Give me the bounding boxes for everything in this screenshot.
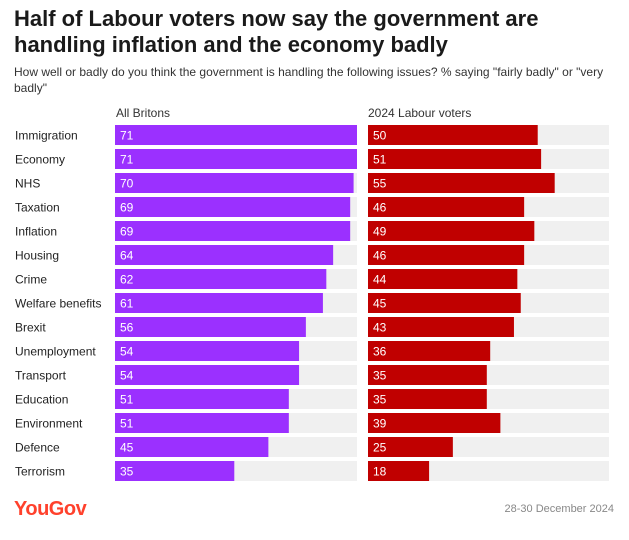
bar-labour-voters (368, 461, 430, 481)
data-label-all-britons: 71 (120, 153, 134, 167)
yougov-logo: YouGov (14, 498, 87, 520)
bar-labour-voters (368, 221, 535, 241)
category-label: Crime (15, 273, 47, 287)
data-label-labour-voters: 35 (373, 393, 387, 407)
bar-labour-voters (368, 245, 525, 265)
category-label: Education (15, 393, 68, 407)
bar-labour-voters (368, 389, 487, 409)
data-label-labour-voters: 39 (373, 417, 387, 431)
bar-all-britons (115, 293, 323, 313)
bar-all-britons (115, 413, 289, 433)
data-label-all-britons: 62 (120, 273, 134, 287)
data-label-labour-voters: 25 (373, 441, 387, 455)
data-label-labour-voters: 51 (373, 153, 387, 167)
bar-all-britons (115, 125, 357, 145)
bar-labour-voters (368, 413, 501, 433)
data-label-all-britons: 51 (120, 417, 134, 431)
bar-all-britons (115, 197, 351, 217)
bar-all-britons (115, 245, 334, 265)
bar-labour-voters (368, 365, 487, 385)
category-label: Terrorism (15, 465, 65, 479)
category-label: Taxation (15, 201, 60, 215)
bar-all-britons (115, 365, 300, 385)
category-label: Housing (15, 249, 59, 263)
bar-all-britons (115, 149, 357, 169)
bar-labour-voters (368, 125, 538, 145)
data-label-all-britons: 54 (120, 345, 134, 359)
bar-all-britons (115, 317, 306, 337)
category-label: Unemployment (15, 345, 96, 359)
data-label-all-britons: 64 (120, 249, 134, 263)
chart-subtitle: How well or badly do you think the gover… (14, 65, 604, 95)
category-label: Economy (15, 153, 65, 167)
data-label-labour-voters: 46 (373, 201, 387, 215)
bar-all-britons (115, 389, 289, 409)
panel-header-all-britons: All Britons (116, 106, 171, 120)
bar-all-britons (115, 341, 300, 361)
bar-all-britons (115, 173, 354, 193)
data-label-all-britons: 45 (120, 441, 134, 455)
data-label-all-britons: 71 (120, 129, 134, 143)
data-label-labour-voters: 36 (373, 345, 387, 359)
data-label-labour-voters: 55 (373, 177, 387, 191)
data-label-labour-voters: 44 (373, 273, 387, 287)
bar-all-britons (115, 437, 269, 457)
category-label: Environment (15, 417, 83, 431)
data-label-all-britons: 69 (120, 201, 134, 215)
bar-labour-voters (368, 341, 491, 361)
bar-labour-voters (368, 293, 521, 313)
data-label-labour-voters: 35 (373, 369, 387, 383)
data-label-all-britons: 51 (120, 393, 134, 407)
panel-header-labour-voters: 2024 Labour voters (368, 106, 472, 120)
data-label-labour-voters: 18 (373, 465, 387, 479)
data-label-labour-voters: 46 (373, 249, 387, 263)
bar-labour-voters (368, 437, 453, 457)
data-label-all-britons: 56 (120, 321, 134, 335)
data-label-labour-voters: 43 (373, 321, 387, 335)
category-label: Brexit (15, 321, 46, 335)
bar-labour-voters (368, 269, 518, 289)
category-label: Inflation (15, 225, 57, 239)
data-label-all-britons: 61 (120, 297, 134, 311)
bar-labour-voters (368, 173, 555, 193)
chart-title: Half of Labour voters now say the govern… (14, 6, 539, 57)
data-label-all-britons: 54 (120, 369, 134, 383)
data-label-all-britons: 70 (120, 177, 134, 191)
category-label: Transport (15, 369, 67, 383)
bar-labour-voters (368, 149, 542, 169)
data-label-all-britons: 69 (120, 225, 134, 239)
category-label: NHS (15, 177, 40, 191)
survey-date: 28-30 December 2024 (504, 503, 614, 515)
data-label-labour-voters: 45 (373, 297, 387, 311)
category-label: Immigration (15, 129, 78, 143)
data-label-labour-voters: 49 (373, 225, 387, 239)
bar-all-britons (115, 269, 327, 289)
bar-labour-voters (368, 197, 525, 217)
bar-all-britons (115, 221, 351, 241)
category-label: Welfare benefits (15, 297, 102, 311)
data-label-labour-voters: 50 (373, 129, 387, 143)
data-label-all-britons: 35 (120, 465, 134, 479)
bar-all-britons (115, 461, 235, 481)
bar-labour-voters (368, 317, 514, 337)
category-label: Defence (15, 441, 60, 455)
